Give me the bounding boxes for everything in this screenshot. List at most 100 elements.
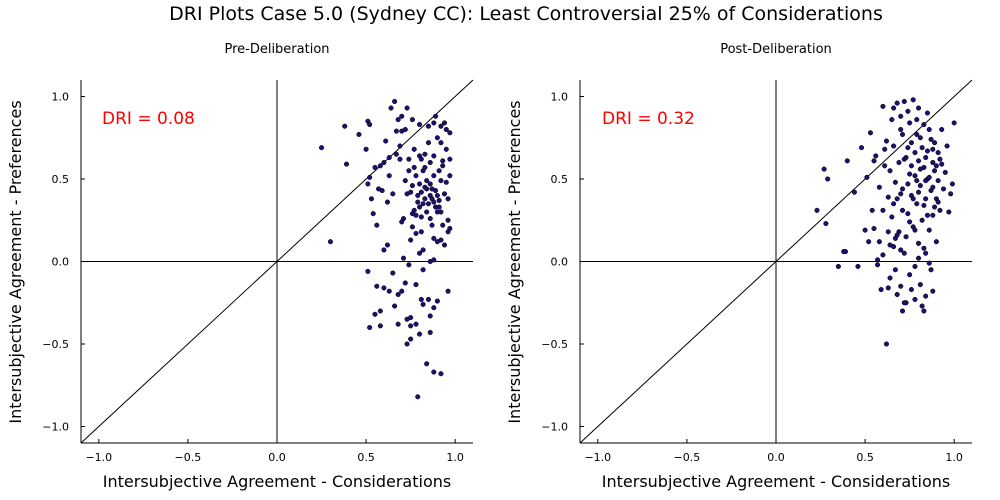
- scatter-point: [923, 178, 929, 184]
- scatter-point: [885, 194, 891, 200]
- panel-title: Pre-Deliberation: [224, 42, 329, 57]
- scatter-point: [919, 303, 925, 309]
- scatter-point: [915, 158, 922, 164]
- scatter-point: [365, 181, 371, 187]
- scatter-point: [434, 192, 440, 199]
- scatter-point: [823, 221, 829, 227]
- scatter-point: [416, 331, 423, 337]
- scatter-point: [441, 242, 448, 248]
- scatter-point: [431, 173, 437, 179]
- scatter-point: [907, 272, 913, 278]
- x-tick-label: 1.0: [945, 451, 963, 464]
- scatter-point: [892, 179, 898, 185]
- scatter-point: [908, 163, 914, 169]
- scatter-point: [427, 313, 433, 319]
- y-tick-label: −1.0: [42, 421, 69, 434]
- scatter-point: [420, 301, 426, 307]
- y-tick-label: 0.5: [551, 173, 569, 186]
- scatter-point: [416, 181, 423, 187]
- scatter-point: [917, 135, 923, 141]
- scatter-point: [880, 103, 886, 109]
- scatter-point: [951, 120, 957, 126]
- x-tick-label: −1.0: [584, 451, 611, 464]
- scatter-point: [381, 247, 387, 253]
- panel-title: Post-Deliberation: [720, 42, 832, 57]
- scatter-point: [445, 288, 451, 294]
- scatter-point: [425, 296, 432, 303]
- x-tick-label: −1.0: [85, 451, 112, 464]
- scatter-point: [390, 191, 396, 197]
- scatter-point: [384, 242, 391, 248]
- scatter-point: [942, 169, 948, 175]
- scatter-point: [898, 191, 904, 197]
- scatter-point: [915, 240, 922, 246]
- scatter-point: [901, 250, 907, 256]
- scatter-point: [408, 323, 414, 329]
- scatter-point: [883, 138, 890, 144]
- scatter-point: [930, 212, 936, 218]
- scatter-point: [887, 242, 893, 248]
- scatter-point: [416, 250, 423, 256]
- scatter-point: [924, 148, 931, 154]
- x-tick-label: 0.0: [268, 451, 286, 464]
- scatter-point: [402, 178, 408, 184]
- scatter-point: [408, 237, 414, 243]
- scatter-point: [855, 263, 861, 270]
- scatter-point: [427, 329, 433, 336]
- scatter-point: [933, 163, 939, 169]
- scatter-point: [408, 336, 414, 342]
- scatter-point: [905, 181, 911, 187]
- scatter-point: [420, 201, 426, 207]
- scatter-point: [443, 146, 449, 152]
- scatter-point: [409, 117, 415, 123]
- scatter-point: [926, 227, 932, 233]
- scatter-point: [422, 151, 428, 157]
- scatter-point: [386, 288, 392, 294]
- y-tick-label: 0.0: [52, 256, 70, 269]
- scatter-point: [397, 156, 403, 162]
- scatter-point: [400, 255, 407, 261]
- scatter-point: [919, 217, 925, 223]
- x-tick-label: 1.0: [446, 451, 464, 464]
- scatter-point: [924, 212, 931, 218]
- scatter-point: [875, 262, 881, 268]
- post-deliberation-panel: Post-Deliberation Intersubjective Agreem…: [505, 42, 973, 491]
- scatter-point: [409, 224, 415, 230]
- scatter-point: [343, 161, 350, 167]
- scatter-point: [923, 155, 929, 161]
- x-tick-label: 0.5: [357, 451, 375, 464]
- scatter-point: [438, 371, 444, 377]
- scatter-point: [425, 201, 432, 207]
- scatter-point: [425, 140, 432, 146]
- scatter-point: [905, 108, 911, 114]
- scatter-point: [413, 321, 419, 327]
- scatter-point: [386, 155, 392, 161]
- scatter-point: [434, 298, 440, 304]
- scatter-point: [924, 110, 931, 116]
- scatter-point: [915, 255, 922, 261]
- y-tick-label: −0.5: [42, 338, 69, 351]
- scatter-point: [399, 113, 405, 119]
- scatter-point: [400, 216, 407, 222]
- dri-annotation: DRI = 0.32: [602, 109, 695, 129]
- scatter-point: [912, 227, 918, 233]
- scatter-point: [880, 207, 886, 213]
- scatter-point: [447, 173, 453, 179]
- scatter-point: [912, 150, 918, 156]
- x-tick-label: 0.5: [856, 451, 874, 464]
- scatter-point: [882, 163, 888, 169]
- scatter-point: [443, 179, 449, 185]
- scatter-point: [889, 117, 895, 123]
- scatter-point: [424, 186, 430, 192]
- figure-title: DRI Plots Case 5.0 (Sydney CC): Least Co…: [169, 3, 883, 25]
- scatter-point: [898, 126, 904, 133]
- scatter-point: [875, 257, 881, 263]
- scatter-point: [917, 282, 923, 288]
- scatter-point: [883, 341, 890, 347]
- scatter-point: [894, 291, 900, 298]
- scatter-point: [418, 189, 424, 195]
- scatter-point: [912, 173, 918, 179]
- scatter-point: [932, 168, 938, 174]
- scatter-point: [937, 207, 943, 213]
- scatter-point: [948, 191, 954, 197]
